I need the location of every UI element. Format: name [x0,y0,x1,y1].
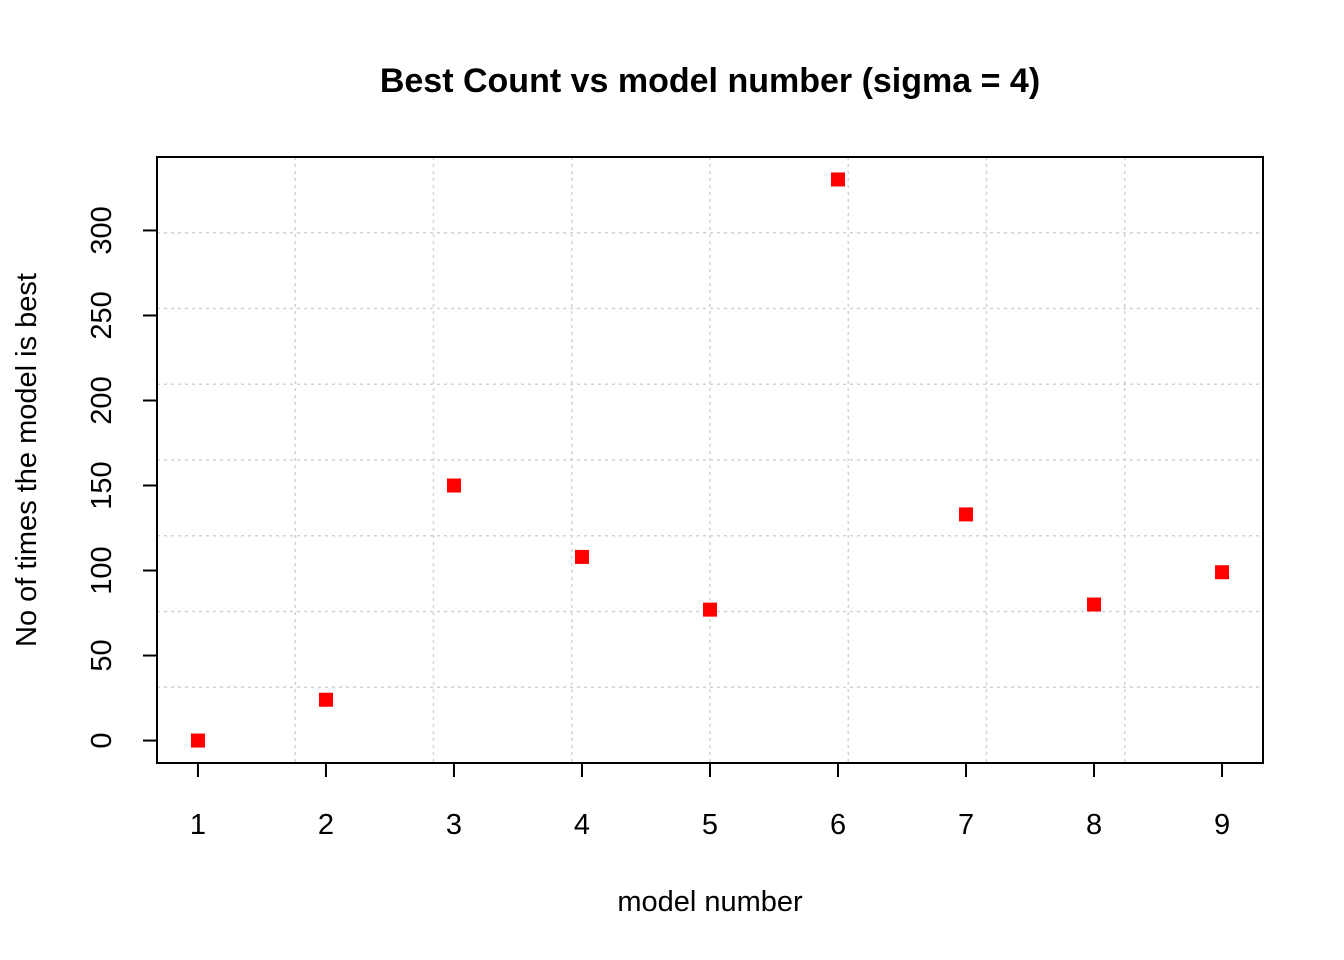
data-point [446,478,461,493]
data-point [318,692,333,707]
x-tick-label: 9 [1214,809,1230,841]
chart-title: Best Count vs model number (sigma = 4) [380,62,1040,100]
y-tick-label: 150 [86,461,118,509]
y-tick-label: 300 [86,206,118,254]
x-tick-label: 6 [830,809,846,841]
data-point [574,549,589,564]
grid-lines [157,157,1263,763]
x-tick-label: 3 [446,809,462,841]
y-tick-label: 100 [86,546,118,594]
x-axis: 1 2 3 4 5 6 7 8 9 [190,763,1230,841]
y-tick-label: 50 [86,639,118,671]
data-points [190,172,1230,748]
data-point [1215,565,1230,580]
data-point [703,602,717,617]
y-tick-label: 250 [86,291,118,339]
x-tick-label: 4 [574,809,590,841]
y-axis-label: No of times the model is best [11,273,43,647]
x-axis-label: model number [617,886,803,918]
x-tick-label: 2 [318,809,334,841]
y-tick-label: 200 [86,376,118,424]
data-point [1087,597,1102,612]
x-tick-label: 7 [958,809,974,841]
data-point [190,733,205,748]
data-point [831,172,846,187]
x-tick-label: 1 [190,809,206,841]
data-point [959,507,974,522]
y-tick-label: 0 [86,732,118,748]
y-axis: 0 50 100 150 200 250 300 [86,206,157,749]
x-tick-label: 5 [702,809,718,841]
x-tick-label: 8 [1086,809,1102,841]
